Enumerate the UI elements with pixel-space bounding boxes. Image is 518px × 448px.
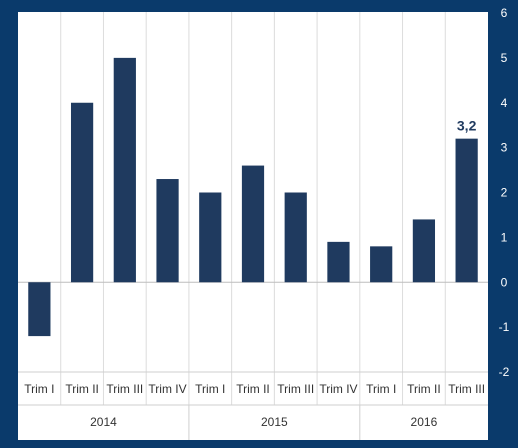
y-tick-label: 5 bbox=[501, 51, 508, 65]
category-label: Trim IV bbox=[148, 382, 186, 396]
y-tick-label: 3 bbox=[501, 141, 508, 155]
bar bbox=[412, 219, 436, 283]
category-gridlines bbox=[18, 12, 488, 406]
category-label: Trim I bbox=[366, 382, 396, 396]
x-axis-category-labels: Trim I Trim II Trim III Trim IV Trim I Trim I… bbox=[24, 382, 485, 396]
bar bbox=[455, 138, 478, 283]
category-label: Trim I bbox=[195, 382, 225, 396]
bar bbox=[113, 57, 136, 283]
bar bbox=[327, 241, 350, 283]
bar bbox=[241, 165, 265, 283]
y-tick-label: 1 bbox=[501, 230, 508, 244]
y-axis-ticks: -2 -1 0 1 2 3 4 5 6 bbox=[499, 6, 510, 379]
bars bbox=[28, 57, 478, 337]
category-label: Trim IV bbox=[319, 382, 357, 396]
category-label: Trim II bbox=[65, 382, 99, 396]
group-label: 2015 bbox=[261, 415, 288, 429]
group-label: 2014 bbox=[90, 415, 117, 429]
bar bbox=[70, 102, 94, 283]
y-tick-label: -2 bbox=[499, 365, 510, 379]
bar bbox=[199, 192, 222, 283]
y-tick-label: 0 bbox=[501, 275, 508, 289]
x-axis-year-groups: 2014 2015 2016 bbox=[90, 405, 438, 440]
data-label: 3,2 bbox=[457, 118, 477, 134]
group-label: 2016 bbox=[411, 415, 438, 429]
bar bbox=[156, 179, 179, 283]
data-annotations: 3,2 bbox=[457, 118, 477, 134]
y-tick-label: -1 bbox=[499, 320, 510, 334]
category-label: Trim III bbox=[106, 382, 143, 396]
y-tick-label: 6 bbox=[501, 6, 508, 20]
category-label: Trim I bbox=[24, 382, 54, 396]
category-label: Trim II bbox=[236, 382, 270, 396]
y-tick-label: 4 bbox=[501, 96, 508, 110]
category-label: Trim III bbox=[277, 382, 314, 396]
category-label: Trim III bbox=[448, 382, 485, 396]
y-tick-label: 2 bbox=[501, 186, 508, 200]
bar bbox=[284, 192, 307, 283]
bar bbox=[28, 282, 51, 337]
category-label: Trim II bbox=[407, 382, 441, 396]
bar bbox=[370, 246, 393, 283]
